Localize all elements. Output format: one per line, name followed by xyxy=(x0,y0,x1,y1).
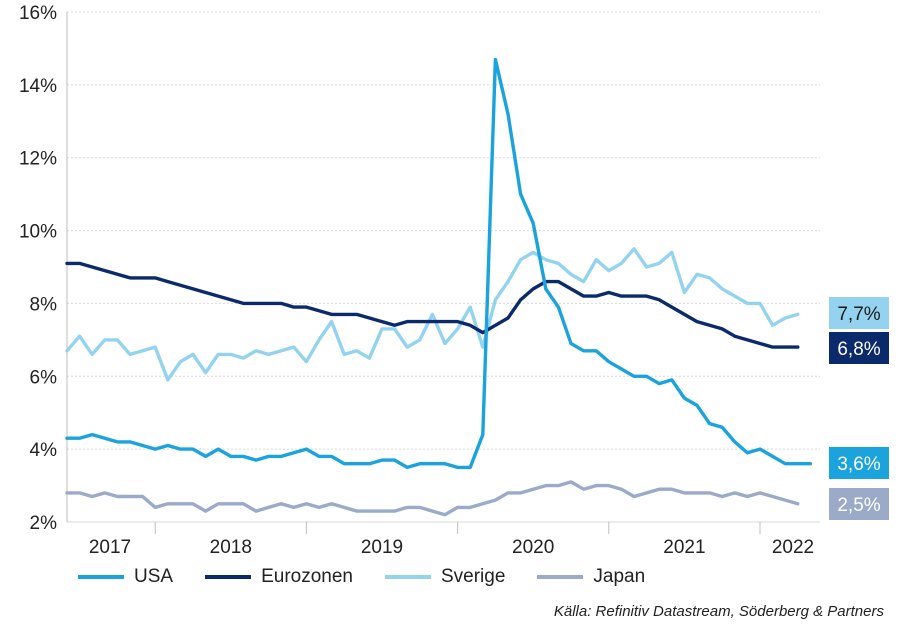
legend-label-usa: USA xyxy=(134,566,174,587)
x-tick-label: 2018 xyxy=(210,537,252,558)
source-note: Källa: Refinitiv Datastream, Söderberg &… xyxy=(553,603,884,620)
end-label-japan: 2,5% xyxy=(837,495,880,516)
legend-label-japan: Japan xyxy=(593,566,646,587)
end-label-usa: 3,6% xyxy=(837,454,880,475)
legend: USA Eurozonen Sverige Japan xyxy=(78,566,677,588)
series-line-sverige xyxy=(65,247,800,382)
end-value-labels: 3,6% 6,8% 7,7% 2,5% xyxy=(829,297,889,520)
y-tick-label: 2% xyxy=(30,513,58,534)
y-tick-label: 16% xyxy=(19,3,57,24)
legend-item-usa: USA xyxy=(78,566,173,588)
gridlines xyxy=(66,11,820,523)
x-tick-labels: 2017 2018 2019 2020 2021 2022 xyxy=(89,522,814,558)
end-label-sverige: 7,7% xyxy=(837,304,880,325)
end-label-box-sverige xyxy=(829,297,889,329)
legend-item-eurozonen: Eurozonen xyxy=(205,566,353,588)
y-tick-label: 8% xyxy=(30,294,58,315)
series-line-eurozonen xyxy=(65,261,800,349)
y-tick-label: 14% xyxy=(19,76,57,97)
y-tick-label: 6% xyxy=(30,367,58,388)
inflation-line-chart: 2% 4% 6% 8% 10% 12% 14% 16% 2017 2018 2019 2020 202… xyxy=(19,3,889,558)
x-tick-label: 2020 xyxy=(512,537,554,558)
x-tick-label: 2019 xyxy=(361,537,403,558)
legend-item-japan: Japan xyxy=(537,566,645,588)
legend-swatch-usa xyxy=(78,575,124,579)
x-tick-label: 2017 xyxy=(89,537,131,558)
series-line-japan xyxy=(65,480,800,517)
end-label-eurozonen: 6,8% xyxy=(837,339,880,360)
x-tick-label: 2022 xyxy=(772,537,814,558)
end-label-box-usa xyxy=(829,447,889,479)
legend-label-eurozonen: Eurozonen xyxy=(261,566,353,587)
legend-swatch-sverige xyxy=(384,575,431,579)
y-tick-labels: 2% 4% 6% 8% 10% 12% 14% 16% xyxy=(19,3,57,534)
y-tick-label: 4% xyxy=(30,440,58,461)
y-tick-label: 12% xyxy=(19,149,57,170)
y-tick-label: 10% xyxy=(19,222,57,243)
legend-label-sverige: Sverige xyxy=(440,566,506,587)
series-line-usa xyxy=(65,57,813,470)
x-tick-label: 2021 xyxy=(663,537,705,558)
end-label-box-japan xyxy=(829,488,889,520)
end-label-box-eurozonen xyxy=(829,332,889,364)
legend-item-sverige: Sverige xyxy=(384,566,506,588)
series-lines xyxy=(65,57,813,517)
legend-swatch-japan xyxy=(537,575,584,579)
legend-swatch-eurozonen xyxy=(205,575,252,579)
